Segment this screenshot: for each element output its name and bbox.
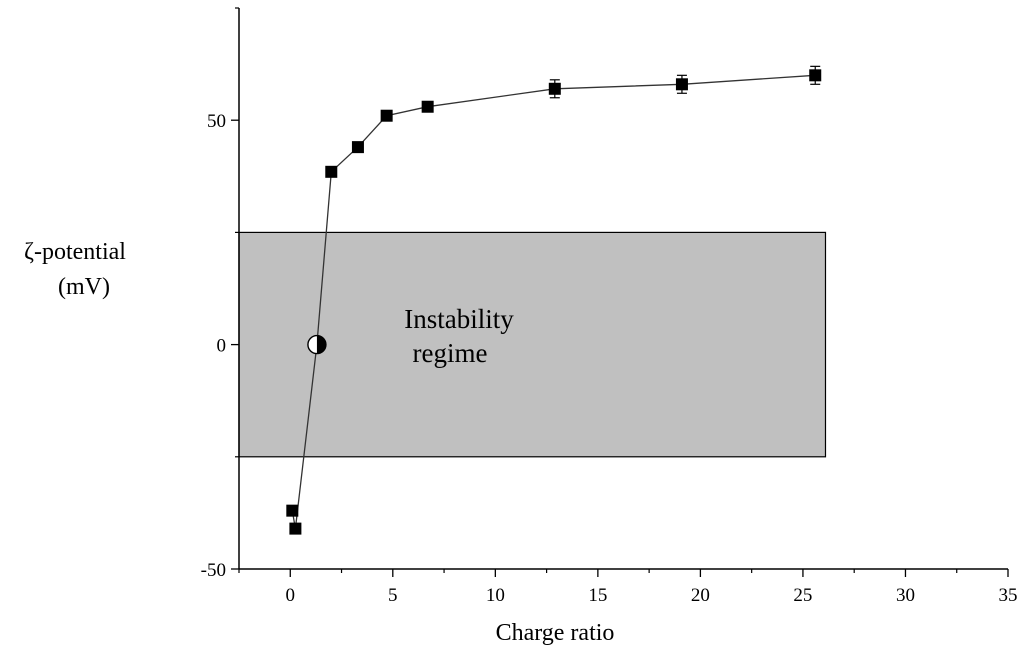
data-point (380, 109, 393, 122)
y-tick-label: -50 (201, 560, 226, 581)
data-point (325, 165, 338, 178)
instability-regime-region (238, 231, 827, 458)
x-tick-label: 20 (691, 585, 710, 606)
x-axis-title: Charge ratio (496, 620, 615, 646)
data-point (286, 504, 299, 517)
region-label-line1: Instability (404, 304, 514, 334)
y-tick-label: 0 (217, 336, 227, 357)
crossing-half-fill (316, 335, 326, 354)
x-tick-label: 10 (486, 585, 505, 606)
data-point (548, 82, 561, 95)
x-tick-label: 0 (286, 585, 296, 606)
x-tick-label: 30 (896, 585, 915, 606)
y-axis-title-line1: ζ-potential (24, 239, 126, 265)
x-tick-label: 5 (388, 585, 398, 606)
data-point (809, 69, 822, 82)
crossing-point-marker (307, 334, 327, 355)
data-point (351, 141, 364, 154)
data-point (421, 100, 434, 113)
x-tick-label: 25 (793, 585, 812, 606)
data-point (675, 78, 688, 91)
region-label-line2: regime (413, 338, 488, 368)
y-tick-label: 50 (207, 111, 226, 132)
x-tick-label: 15 (588, 585, 607, 606)
x-tick-label: 35 (999, 585, 1018, 606)
data-point (289, 522, 302, 535)
y-axis-title-line2: (mV) (58, 274, 110, 300)
data-series-line (291, 74, 816, 529)
